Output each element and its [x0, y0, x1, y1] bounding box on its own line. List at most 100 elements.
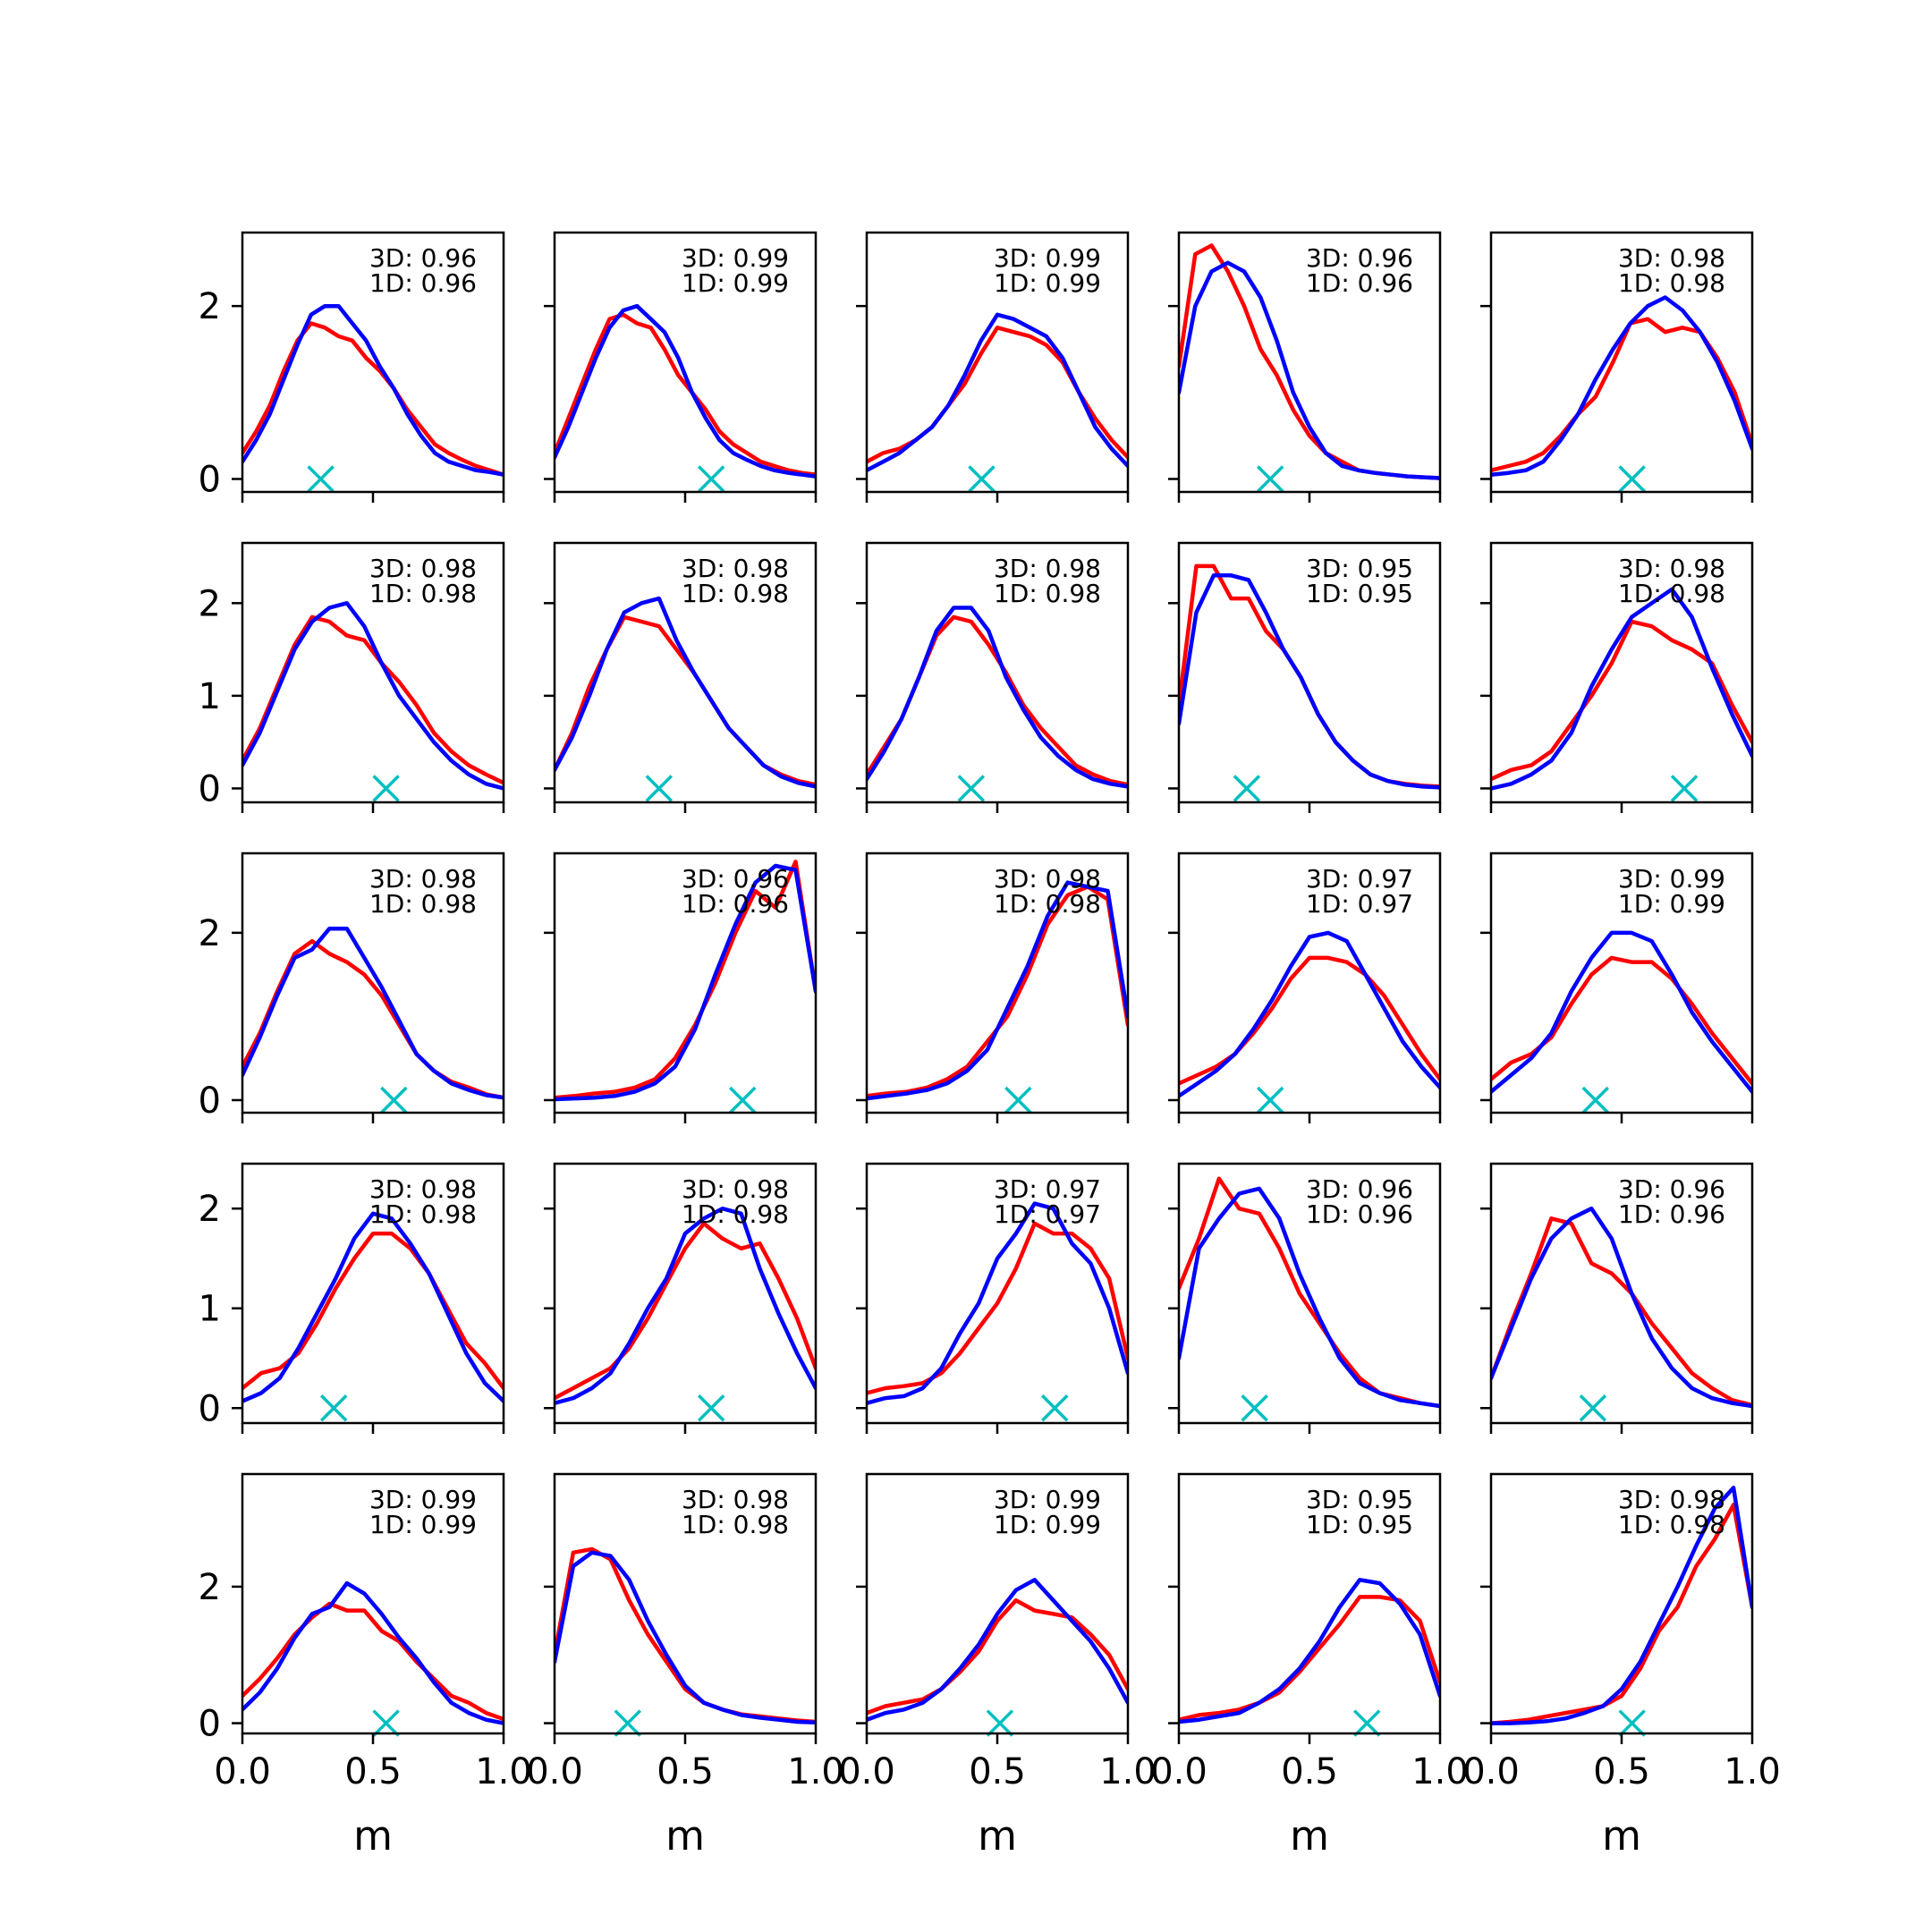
stat-3d-label: 3D: 0.98: [1618, 554, 1725, 583]
stat-3d-label: 3D: 0.99: [994, 243, 1101, 273]
y-tick-label: 2: [199, 583, 221, 624]
blue-density-line: [867, 880, 1128, 1101]
plot-area: [555, 303, 816, 479]
y-tick-label: 2: [199, 913, 221, 954]
plot-area: [1491, 295, 1752, 477]
x-marker: [1618, 1709, 1646, 1737]
x-tick-label: 1.0: [475, 1751, 532, 1792]
stat-1d-label: 1D: 0.98: [1618, 579, 1725, 608]
blue-density-line: [1491, 930, 1752, 1094]
stat-1d-label: 1D: 0.98: [369, 889, 477, 919]
x-tick-label: 0.5: [657, 1751, 714, 1792]
red-density-line: [867, 1221, 1128, 1395]
plot-area: [242, 926, 504, 1100]
stat-3d-label: 3D: 0.98: [369, 864, 477, 894]
blue-density-line: [1179, 1578, 1440, 1724]
x-marker: [1581, 1086, 1610, 1114]
plot-area: [1179, 930, 1440, 1098]
blue-density-line: [242, 1580, 504, 1725]
x-marker: [1233, 775, 1261, 802]
x-axis-label: m: [665, 1812, 705, 1860]
stat-1d-label: 1D: 0.98: [369, 579, 477, 608]
x-tick-label: 0.0: [1150, 1751, 1208, 1792]
x-tick-label: 0.5: [1593, 1751, 1650, 1792]
stat-1d-label: 1D: 0.98: [369, 1199, 477, 1229]
stat-3d-label: 3D: 0.96: [1306, 1174, 1413, 1204]
blue-density-line: [867, 312, 1128, 473]
red-density-line: [555, 312, 816, 477]
blue-density-line: [555, 596, 816, 789]
stat-3d-label: 3D: 0.98: [369, 1174, 477, 1204]
blue-density-line: [1491, 1486, 1752, 1725]
stat-3d-label: 3D: 0.97: [994, 1174, 1101, 1204]
stat-1d-label: 1D: 0.96: [1618, 1199, 1725, 1229]
stat-1d-label: 1D: 0.97: [994, 1199, 1101, 1229]
stat-1d-label: 1D: 0.99: [369, 1510, 477, 1539]
stat-3d-label: 3D: 0.98: [682, 554, 789, 583]
stat-3d-label: 3D: 0.96: [682, 864, 789, 894]
stat-1d-label: 1D: 0.96: [369, 268, 477, 298]
y-tick-label: 0: [199, 1080, 221, 1122]
blue-density-line: [242, 601, 504, 791]
stat-3d-label: 3D: 0.99: [682, 243, 789, 273]
plot-area: [1491, 1486, 1752, 1725]
blue-density-line: [555, 863, 816, 1102]
blue-density-line: [1179, 573, 1440, 790]
red-density-line: [242, 321, 504, 477]
x-marker: [1241, 1394, 1268, 1422]
stat-1d-label: 1D: 0.98: [1618, 1510, 1725, 1539]
stat-1d-label: 1D: 0.99: [682, 268, 789, 298]
x-marker: [319, 1394, 348, 1422]
blue-density-line: [867, 1578, 1128, 1722]
plot-area: [555, 1206, 816, 1405]
plot-area: [1179, 243, 1440, 480]
stat-1d-label: 1D: 0.95: [1306, 1510, 1413, 1539]
x-marker: [1041, 1394, 1069, 1422]
x-marker: [372, 1709, 400, 1737]
blue-density-line: [1179, 930, 1440, 1098]
x-marker: [372, 775, 400, 802]
stat-3d-label: 3D: 0.99: [1618, 864, 1725, 894]
stat-3d-label: 3D: 0.95: [1306, 1485, 1413, 1514]
x-tick-label: 0.5: [344, 1751, 402, 1792]
blue-density-line: [242, 1211, 504, 1403]
stat-3d-label: 3D: 0.97: [1306, 864, 1413, 894]
stat-1d-label: 1D: 0.95: [1306, 579, 1413, 608]
stat-1d-label: 1D: 0.96: [1306, 1199, 1413, 1229]
stat-1d-label: 1D: 0.98: [682, 1510, 789, 1539]
stat-3d-label: 3D: 0.98: [1618, 243, 1725, 273]
x-marker: [1670, 775, 1699, 802]
plot-area: [555, 596, 816, 789]
red-density-line: [242, 1601, 504, 1722]
stat-3d-label: 3D: 0.98: [994, 554, 1101, 583]
blue-density-line: [1179, 260, 1440, 480]
stat-1d-label: 1D: 0.96: [682, 889, 789, 919]
red-density-line: [1491, 1216, 1752, 1408]
x-tick-label: 0.5: [1281, 1751, 1338, 1792]
plot-area: [1179, 1578, 1440, 1724]
red-density-line: [555, 860, 816, 1100]
x-axis-label: m: [1290, 1812, 1329, 1860]
blue-density-line: [555, 1206, 816, 1405]
x-axis-label: m: [978, 1812, 1017, 1860]
blue-density-line: [242, 303, 504, 477]
x-marker: [1256, 1086, 1284, 1114]
x-tick-label: 1.0: [1411, 1751, 1469, 1792]
plot-area: [242, 601, 504, 791]
stat-3d-label: 3D: 0.98: [369, 554, 477, 583]
x-marker: [1256, 465, 1284, 493]
x-tick-label: 0.0: [526, 1751, 583, 1792]
